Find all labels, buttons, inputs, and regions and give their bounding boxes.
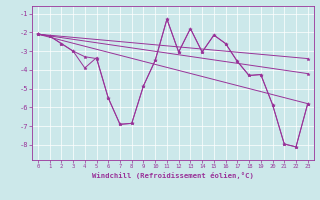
- X-axis label: Windchill (Refroidissement éolien,°C): Windchill (Refroidissement éolien,°C): [92, 172, 254, 179]
